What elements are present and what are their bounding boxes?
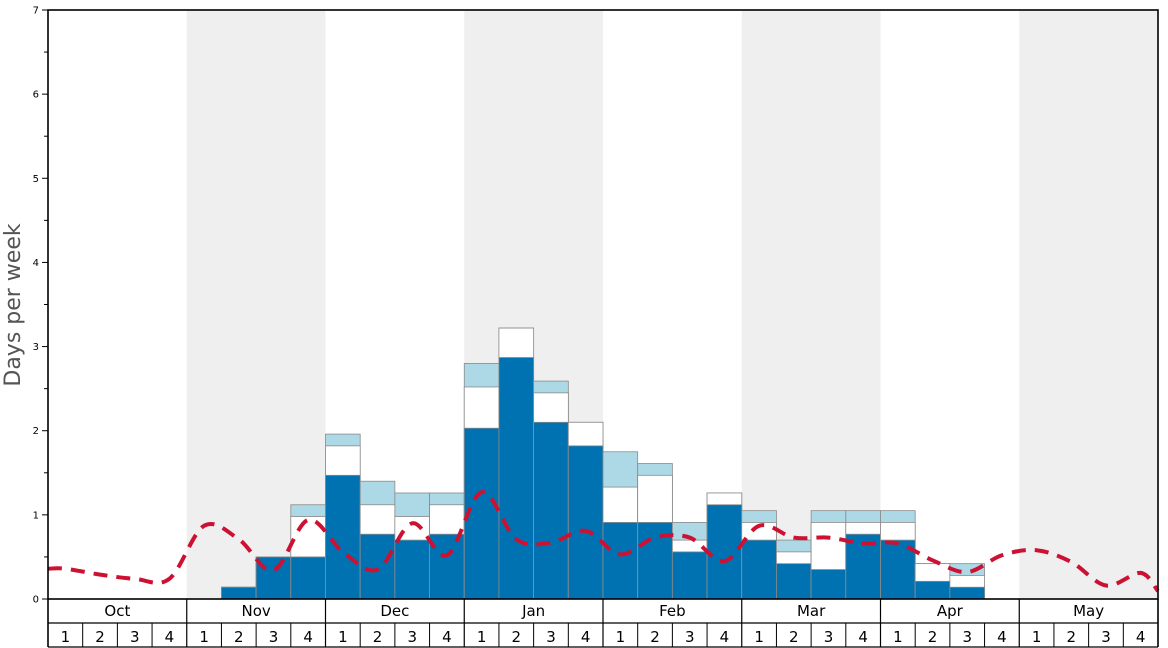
month-band-nov: [186, 10, 326, 599]
week-label: 2: [95, 628, 105, 646]
week-label: 1: [61, 628, 71, 646]
week-label: 4: [303, 628, 313, 646]
week-label: 3: [407, 628, 417, 646]
bar-base: [429, 533, 465, 600]
y-tick-label: 4: [33, 258, 39, 269]
week-label: 4: [442, 628, 452, 646]
y-tick-label: 5: [33, 174, 39, 185]
y-tick-label: 1: [33, 510, 39, 521]
bar-base: [567, 445, 604, 600]
week-label: 1: [893, 628, 903, 646]
bar-base: [671, 551, 708, 600]
week-label: 1: [477, 628, 487, 646]
week-label: 3: [546, 628, 556, 646]
y-tick-label: 7: [33, 6, 39, 17]
bar-base: [394, 539, 430, 600]
week-label: 2: [650, 628, 660, 646]
month-label-jan: Jan: [521, 602, 545, 620]
bar-base: [949, 586, 985, 600]
week-label: 2: [789, 628, 799, 646]
month-label-may: May: [1073, 602, 1104, 620]
week-label: 4: [1136, 628, 1146, 646]
bar-base: [602, 522, 639, 600]
x-axis: Oct 1 2 3 4 Nov 1 2 3 4 Dec 1 2 3 4 Jan 1 2 3 4 Feb 1 2 3 4 Mar 1 2…: [47, 599, 1159, 648]
month-label-oct: Oct: [104, 602, 130, 620]
week-label: 3: [130, 628, 140, 646]
week-label: 1: [754, 628, 764, 646]
week-label: 4: [165, 628, 175, 646]
bar-base: [221, 586, 257, 600]
month-label-feb: Feb: [659, 602, 686, 620]
week-label: 4: [858, 628, 868, 646]
bar-base: [706, 504, 743, 600]
week-label: 4: [581, 628, 591, 646]
y-tick-label: 0: [33, 595, 39, 606]
week-label: 2: [234, 628, 244, 646]
bar-base: [533, 421, 569, 600]
y-axis-label: Days per week: [1, 223, 26, 386]
week-label: 2: [512, 628, 522, 646]
bar-base: [914, 580, 951, 600]
month-label-apr: Apr: [937, 602, 964, 620]
week-label: 2: [1067, 628, 1077, 646]
y-axis: 0 1 2 3 4 5 6 7: [33, 6, 48, 606]
month-label-mar: Mar: [797, 602, 826, 620]
week-label: 4: [720, 628, 730, 646]
week-label: 4: [997, 628, 1007, 646]
month-band-mar: [741, 10, 881, 599]
bar-base: [325, 474, 361, 600]
week-label: 3: [269, 628, 279, 646]
week-label: 3: [824, 628, 834, 646]
bar-base: [776, 563, 812, 600]
week-label: 2: [373, 628, 383, 646]
bar-base: [359, 533, 396, 600]
y-tick-label: 6: [33, 90, 39, 101]
week-label: 1: [616, 628, 626, 646]
week-label: 3: [1101, 628, 1111, 646]
bar-base: [741, 539, 777, 600]
week-label: 3: [685, 628, 695, 646]
month-label-dec: Dec: [380, 602, 409, 620]
month-band-may: [1019, 10, 1158, 599]
week-label: 1: [199, 628, 209, 646]
y-tick-label: 3: [33, 342, 39, 353]
week-label: 3: [962, 628, 972, 646]
month-label-nov: Nov: [241, 602, 270, 620]
bar-base: [498, 357, 535, 600]
week-label: 2: [928, 628, 938, 646]
week-label: 1: [1032, 628, 1042, 646]
y-tick-label: 2: [33, 426, 39, 437]
bar-base: [290, 556, 326, 600]
week-label: 1: [338, 628, 348, 646]
bar-base: [810, 569, 847, 600]
month-bands: [186, 10, 1158, 599]
average-line: [47, 490, 1160, 593]
